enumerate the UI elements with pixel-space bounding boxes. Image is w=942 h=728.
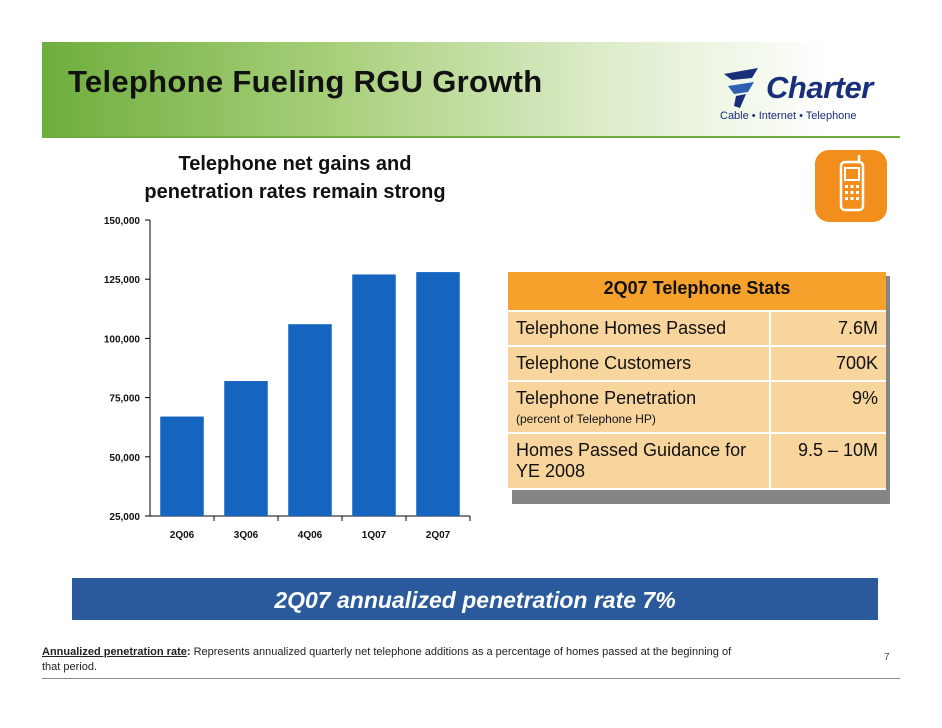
bar: [288, 324, 332, 516]
footnote: Annualized penetration rate: Represents …: [42, 646, 732, 673]
header-divider: [42, 136, 900, 138]
y-tick-label: 100,000: [104, 334, 141, 345]
stats-row: Homes Passed Guidance for YE 2008 9.5 – …: [508, 433, 886, 490]
y-tick-label: 125,000: [104, 275, 141, 286]
stats-value: 700K: [769, 346, 886, 382]
footer-divider: [42, 678, 900, 679]
penetration-banner: 2Q07 annualized penetration rate 7%: [72, 578, 878, 620]
x-tick-label: 2Q07: [426, 530, 451, 541]
y-tick-label: 50,000: [109, 453, 140, 464]
stats-header: 2Q07 Telephone Stats: [508, 272, 886, 312]
x-tick-label: 3Q06: [234, 530, 259, 541]
x-tick-label: 4Q06: [298, 530, 323, 541]
stats-value: 9.5 – 10M: [769, 433, 886, 490]
bar: [352, 274, 396, 516]
charter-swirl-icon: [724, 68, 758, 108]
footnote-term: Annualized penetration rate: [42, 646, 187, 658]
stats-value: 9%: [769, 381, 886, 434]
bar: [224, 381, 268, 516]
y-tick-label: 25,000: [109, 512, 140, 523]
stats-label: Telephone Customers: [508, 346, 771, 382]
chart-title-line1: Telephone net gains and: [178, 153, 412, 175]
stats-row: Telephone Penetration (percent of Teleph…: [508, 381, 886, 434]
bar: [160, 416, 204, 516]
y-tick-label: 75,000: [109, 394, 140, 405]
logo-wordmark: Charter: [766, 70, 873, 105]
slide-title: Telephone Fueling RGU Growth: [68, 64, 543, 99]
header-band: [42, 42, 900, 136]
net-gains-bar-chart: 25,000 50,000 75,000 100,000 125,000 150,000 2…: [104, 216, 471, 541]
footnote-definition: Represents annualized quarterly net tele…: [42, 646, 732, 673]
stats-value: 7.6M: [769, 311, 886, 347]
stats-label: Telephone Homes Passed: [508, 311, 771, 347]
charter-logo: Charter Cable • Internet • Telephone: [718, 60, 888, 130]
x-tick-label: 2Q06: [170, 530, 195, 541]
stats-note: (percent of Telephone HP): [516, 412, 656, 426]
telephone-stats-table: 2Q07 Telephone Stats Telephone Homes Pas…: [508, 272, 886, 490]
chart-title: Telephone net gains and penetration rate…: [100, 150, 490, 206]
mobile-phone-icon: [815, 150, 887, 222]
stats-header-row: 2Q07 Telephone Stats: [508, 272, 886, 312]
chart-title-line2: penetration rates remain strong: [144, 181, 446, 203]
stats-label: Homes Passed Guidance for YE 2008: [508, 433, 771, 490]
logo-tagline: Cable • Internet • Telephone: [720, 110, 857, 122]
stats-label: Telephone Penetration (percent of Teleph…: [508, 381, 771, 434]
stats-row: Telephone Customers 700K: [508, 346, 886, 382]
phone-glyph: [839, 155, 865, 212]
page-number: 7: [884, 652, 890, 663]
stats-row: Telephone Homes Passed 7.6M: [508, 311, 886, 347]
bar: [416, 272, 460, 516]
y-tick-label: 150,000: [104, 216, 141, 227]
x-tick-label: 1Q07: [362, 530, 387, 541]
